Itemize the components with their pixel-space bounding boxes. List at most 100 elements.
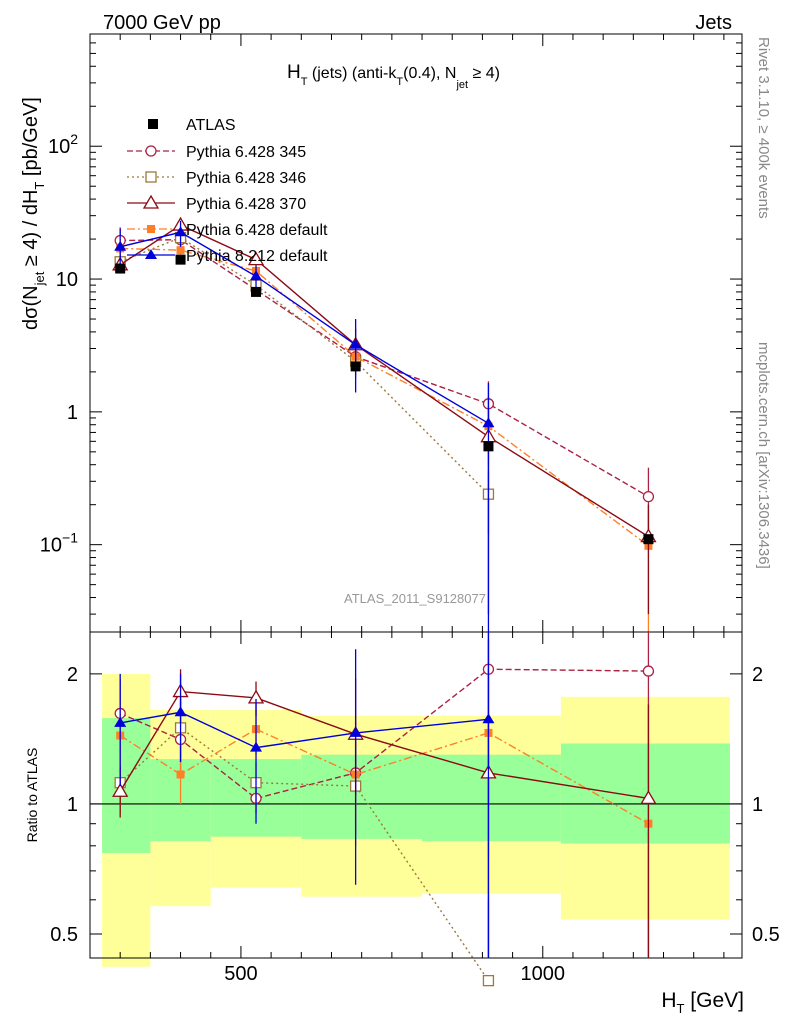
energy-label: 7000 GeV pp <box>103 12 221 34</box>
ratio-data-point <box>114 716 127 727</box>
data-point <box>247 251 265 266</box>
legend-marker-p8 <box>145 249 157 259</box>
ratio-series-p8 <box>114 632 495 958</box>
legend-label-atlas: ATLAS <box>186 117 236 134</box>
title-mid: (jets) (anti-k <box>307 65 397 82</box>
main-y-tick-label: 1 <box>67 402 78 424</box>
y-axis-title: dσ(Njet ≥ 4) / dHT [pb/GeV] <box>20 97 47 330</box>
main-y-tick-label: 10 <box>56 269 78 291</box>
legend-marker-p370 <box>142 194 160 209</box>
legend-marker-pdef <box>147 225 155 233</box>
tick-exponent: −1 <box>62 530 78 546</box>
title-sub-jet: jet <box>455 79 468 91</box>
legend-marker-p345 <box>145 145 157 157</box>
legend-label-p8: Pythia 8.212 default <box>186 248 328 265</box>
ylabel-a: dσ(N <box>20 285 42 330</box>
legend-label-p345: Pythia 6.428 345 <box>186 144 306 161</box>
series-atlas <box>115 254 654 545</box>
ylabel-sub-t: T <box>32 182 47 190</box>
legend-entry-p345: Pythia 6.428 345 <box>127 144 306 161</box>
main-y-tick-label: 102 <box>48 131 78 158</box>
data-point <box>176 246 185 255</box>
xlabel-h: H <box>661 989 676 1012</box>
ratio-axis-ticks: 500 1000 0.5 0.5 1 1 2 2 <box>50 632 780 985</box>
title-sub-t2: T <box>396 76 403 88</box>
tick-base: 10 <box>48 136 70 158</box>
title-mid2: (0.4), N <box>403 65 456 82</box>
title-sub-t1: T <box>301 76 308 88</box>
ratio-data-point <box>642 665 655 677</box>
legend-entry-p8: Pythia 8.212 default <box>127 248 328 265</box>
main-y-tick-label: 10−1 <box>40 530 78 557</box>
ratio-data-point <box>349 726 362 737</box>
data-point <box>174 226 187 237</box>
ratio-panel: 500 1000 0.5 0.5 1 1 2 2 Ratio to ATLAS HT [GeV… <box>24 631 780 1016</box>
ylabel-sub-jet: jet <box>32 271 47 286</box>
ratio-series-line <box>119 668 649 800</box>
uncertainty-band-inner <box>560 743 730 844</box>
ratio-data-point <box>174 706 187 717</box>
data-point <box>482 417 495 428</box>
uncertainty-band-inner <box>422 754 561 842</box>
ratio-y-tick-label: 0.5 <box>50 924 78 946</box>
ratio-y-tick-label: 2 <box>67 664 78 686</box>
ratio-series-group <box>112 632 657 987</box>
ratio-data-point <box>176 770 185 779</box>
tick-base: 10 <box>56 269 78 291</box>
legend-marker-atlas <box>148 119 158 129</box>
legend-label-p346: Pythia 6.428 346 <box>186 170 306 187</box>
x-tick-label: 500 <box>224 963 257 985</box>
x-tick-label: 1000 <box>521 963 566 985</box>
legend-label-pdef: Pythia 6.428 default <box>186 222 328 239</box>
rivet-version-label: Rivet 3.1.10, ≥ 400k events <box>755 37 772 219</box>
ratio-frame <box>89 631 743 959</box>
x-axis-title: HT [GeV] <box>661 989 744 1016</box>
ratio-data-point <box>482 713 495 724</box>
data-point <box>349 338 362 349</box>
ratio-data-point <box>640 790 657 805</box>
main-frame <box>89 33 743 633</box>
process-label: Jets <box>695 12 732 34</box>
data-point <box>643 534 654 545</box>
legend-entry-p370: Pythia 6.428 370 <box>127 194 306 213</box>
main-plot-area <box>89 33 743 633</box>
xlabel-sub-t: T <box>677 1001 685 1016</box>
data-point <box>642 490 655 503</box>
source-label: mcplots.cern.ch [arXiv:1306.3436] <box>755 342 772 569</box>
ratio-y-axis-title: Ratio to ATLAS <box>24 748 40 843</box>
ratio-series-line <box>119 728 649 825</box>
series-line <box>119 224 649 538</box>
data-point <box>251 286 262 297</box>
ratio-y-tick-label-right: 1 <box>752 794 763 816</box>
plot-title: HT (jets) (anti-kT(0.4), Njet ≥ 4) <box>287 62 500 91</box>
ratio-data-point <box>250 741 263 752</box>
main-series-group <box>112 216 657 632</box>
legend-entry-pdef: Pythia 6.428 default <box>127 222 328 239</box>
tick-base: 10 <box>40 535 62 557</box>
ratio-data-point <box>112 782 129 797</box>
data-point <box>350 361 361 372</box>
legend-entry-atlas: ATLAS <box>148 117 236 134</box>
data-point <box>115 263 126 274</box>
ylabel-b: ≥ 4) / dH <box>20 190 42 272</box>
ratio-y-tick-label-right: 0.5 <box>752 924 780 946</box>
ratio-series-line <box>119 690 649 800</box>
data-point <box>114 240 127 251</box>
legend-marker-p346 <box>145 171 157 183</box>
uncertainty-band-inner <box>102 718 151 853</box>
data-point <box>175 254 186 265</box>
legend: ATLAS Pythia 6.428 345 Pythia 6.428 346 … <box>127 117 328 265</box>
ratio-data-point <box>482 974 495 987</box>
watermark-label: ATLAS_2011_S9128077 <box>344 591 486 606</box>
series-line <box>120 247 649 547</box>
legend-entry-p346: Pythia 6.428 346 <box>127 170 306 187</box>
ratio-y-tick-label: 1 <box>67 794 78 816</box>
xlabel-unit: [GeV] <box>684 989 744 1012</box>
title-end: ≥ 4) <box>468 65 500 82</box>
title-h: H <box>287 62 301 83</box>
data-point <box>250 270 263 281</box>
tick-exponent: 2 <box>70 131 78 147</box>
